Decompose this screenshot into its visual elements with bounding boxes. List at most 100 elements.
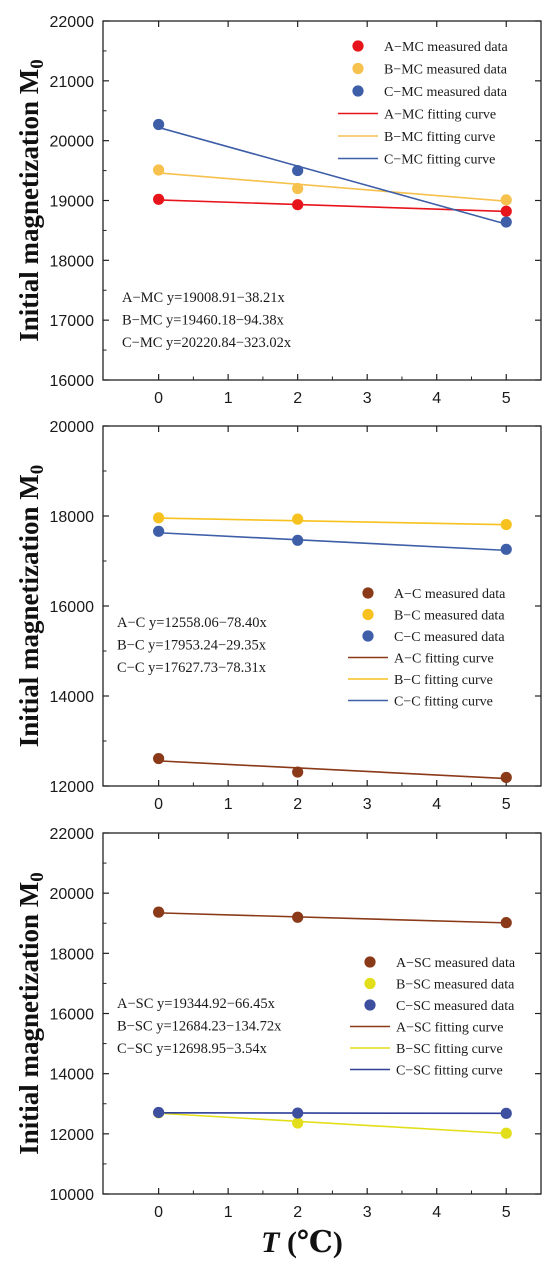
legend-label: B−MC measured data xyxy=(384,63,508,78)
legend-marker xyxy=(352,62,364,75)
legend-label: A−SC fitting curve xyxy=(396,1021,503,1036)
data-point-a-sc-measured-data xyxy=(153,906,165,918)
x-tick-label: 3 xyxy=(363,390,372,407)
x-tick-label: 4 xyxy=(432,390,441,407)
fit-line-b-c-fitting-curve xyxy=(158,517,507,526)
y-axis-label-subscript: 0 xyxy=(27,872,48,882)
fit-line-c-sc-fitting-curve xyxy=(158,1112,507,1115)
x-tick-label: 5 xyxy=(502,796,511,813)
fit-line-b-sc-fitting-curve xyxy=(158,1112,507,1135)
x-tick-label: 4 xyxy=(432,796,441,813)
legend-label: A−SC measured data xyxy=(396,956,516,971)
y-axis-label-text: Initial magnetization M xyxy=(14,69,44,342)
legend-marker xyxy=(352,85,364,97)
legend-marker xyxy=(362,608,374,621)
data-point-c-mc-measured-data xyxy=(153,118,165,131)
y-tick-label: 12000 xyxy=(50,1127,95,1144)
legend-label: B−C measured data xyxy=(394,609,505,624)
data-point-c-sc-measured-data xyxy=(500,1107,512,1119)
y-tick-label: 20000 xyxy=(50,886,95,903)
fit-equation: B−C y=17953.24−29.35x xyxy=(117,638,267,654)
y-tick-label: 18000 xyxy=(50,946,95,963)
fit-equation: A−SC y=19344.92−66.45x xyxy=(117,996,276,1012)
legend-label: C−MC measured data xyxy=(384,85,508,100)
fit-line-a-c-fitting-curve xyxy=(158,760,507,780)
legend-label: B−MC fitting curve xyxy=(384,130,495,145)
fit-line-a-sc-fitting-curve xyxy=(158,912,507,924)
data-point-a-sc-measured-data xyxy=(292,911,304,923)
data-point-c-sc-measured-data xyxy=(153,1106,165,1119)
data-point-a-mc-measured-data xyxy=(500,205,512,217)
legend-label: B−SC fitting curve xyxy=(396,1042,503,1057)
fit-line-c-c-fitting-curve xyxy=(158,531,507,552)
x-tick-label: 1 xyxy=(224,1204,233,1221)
fit-line-b-mc-fitting-curve xyxy=(158,172,507,202)
data-point-a-mc-measured-data xyxy=(292,199,304,211)
data-point-a-mc-measured-data xyxy=(153,193,165,205)
data-point-c-c-measured-data xyxy=(292,534,304,546)
legend-label: A−C measured data xyxy=(394,587,506,602)
data-point-c-sc-measured-data xyxy=(292,1107,304,1119)
fit-equation: A−MC y=19008.91−38.21x xyxy=(122,290,285,306)
legend-marker xyxy=(362,587,374,599)
y-tick-label: 21000 xyxy=(50,74,95,91)
legend-label: C−SC measured data xyxy=(396,999,515,1014)
x-axis-label: T (℃) xyxy=(261,1226,343,1259)
x-tick-label: 3 xyxy=(363,796,372,813)
fit-equation: C−C y=17627.73−78.31x xyxy=(117,660,267,676)
x-tick-label: 4 xyxy=(432,1204,441,1221)
panel-mc: 0 1 2 3 4 5 16000 17000 18000 19000 20000 21000 2200… xyxy=(14,14,542,407)
x-tick-label: 2 xyxy=(293,390,302,407)
x-tick-label: 0 xyxy=(154,390,163,407)
data-point-b-c-measured-data xyxy=(153,512,165,524)
y-tick-label: 18000 xyxy=(50,509,95,526)
legend-label: C−C fitting curve xyxy=(394,695,493,710)
fit-line-c-mc-fitting-curve xyxy=(158,126,507,225)
legend-label: B−C fitting curve xyxy=(394,673,493,688)
x-tick-label: 1 xyxy=(224,390,233,407)
data-point-c-c-measured-data xyxy=(153,525,165,537)
y-tick-label: 14000 xyxy=(50,1067,95,1084)
y-axis-label: Initial magnetization M0 xyxy=(14,59,48,341)
data-point-b-c-measured-data xyxy=(500,518,512,531)
y-tick-label: 19000 xyxy=(50,194,95,211)
y-tick-label: 10000 xyxy=(50,1187,95,1204)
legend-label: C−SC fitting curve xyxy=(396,1064,503,1079)
legend-marker xyxy=(364,999,376,1011)
legend-marker xyxy=(364,956,376,968)
x-tick-label: 5 xyxy=(502,390,511,407)
data-point-a-sc-measured-data xyxy=(500,917,512,929)
x-tick-label: 2 xyxy=(293,1204,302,1221)
legend-marker xyxy=(364,977,376,990)
y-axis-label: Initial magnetization M0 xyxy=(14,872,48,1154)
y-tick-label: 18000 xyxy=(50,253,95,270)
data-point-a-c-measured-data xyxy=(292,766,304,778)
y-tick-label: 20000 xyxy=(50,134,95,151)
panel-sc: 0 1 2 3 4 5 10000 12000 14000 16000 18000 20000 2200… xyxy=(14,826,542,1221)
x-tick-label: 3 xyxy=(363,1204,372,1221)
y-axis-label-text: Initial magnetization M xyxy=(14,882,44,1155)
y-axis-label-subscript: 0 xyxy=(27,465,48,475)
data-point-c-mc-measured-data xyxy=(292,164,304,177)
legend-label: A−MC fitting curve xyxy=(384,108,496,123)
y-axis-label-text: Initial magnetization M xyxy=(14,474,44,747)
y-tick-label: 14000 xyxy=(50,689,95,706)
legend-marker xyxy=(352,40,364,52)
fit-equation: B−SC y=12684.23−134.72x xyxy=(117,1019,282,1035)
plot-frame xyxy=(102,425,542,787)
y-tick-label: 12000 xyxy=(50,779,95,796)
y-tick-label: 22000 xyxy=(50,14,95,31)
y-tick-label: 16000 xyxy=(50,373,95,390)
fit-equation: C−MC y=20220.84−323.02x xyxy=(122,335,292,351)
data-point-b-mc-measured-data xyxy=(292,182,304,195)
data-point-a-c-measured-data xyxy=(500,771,512,784)
fit-equation: B−MC y=19460.18−94.38x xyxy=(122,313,285,329)
legend-label: A−MC measured data xyxy=(384,40,509,55)
legend-label: A−C fitting curve xyxy=(394,652,494,667)
fit-equation: C−SC y=12698.95−3.54x xyxy=(117,1041,268,1057)
x-tick-label: 0 xyxy=(154,1204,163,1221)
data-point-b-c-measured-data xyxy=(292,513,304,525)
legend-label: C−C measured data xyxy=(394,630,505,645)
data-point-b-sc-measured-data xyxy=(500,1127,512,1139)
